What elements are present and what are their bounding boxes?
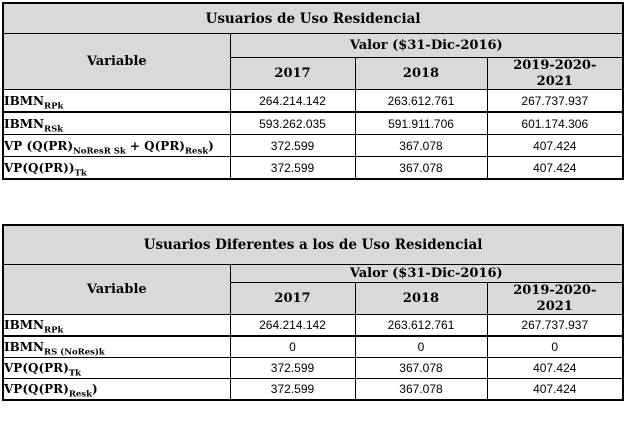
- residential-users-table: Usuarios de Uso Residencial Variable Val…: [2, 2, 624, 181]
- table-row: VP(Q(PR))Tk 372.599 367.078 407.424: [2, 156, 624, 180]
- value-cell: 263.612.761: [354, 314, 488, 338]
- variable-label: VP(Q(PR)Resk): [2, 378, 231, 401]
- value-cell: 372.599: [229, 156, 356, 180]
- value-cell: 264.214.142: [229, 314, 356, 338]
- variable-column-header: Variable: [2, 263, 231, 316]
- variable-column-header: Variable: [2, 32, 231, 91]
- value-cell: 367.078: [354, 156, 488, 180]
- table-title: Usuarios de Uso Residencial: [2, 2, 624, 34]
- valor-header: Valor ($31-Dic-2016): [229, 264, 624, 283]
- value-cell: 263.612.761: [354, 89, 488, 114]
- value-cell: 407.424: [486, 134, 624, 158]
- value-cell: 372.599: [229, 378, 356, 401]
- year-header-2017: 2017: [229, 56, 356, 91]
- value-cell: 407.424: [486, 156, 624, 180]
- value-cell: 367.078: [354, 378, 488, 401]
- table-row: VP(Q(PR)Tk 372.599 367.078 407.424: [2, 357, 624, 380]
- non-residential-users-table: Usuarios Diferentes a los de Uso Residen…: [2, 224, 624, 402]
- non-residential-table-body: IBMNRPk 264.214.142 263.612.761 267.737.937…: [2, 314, 624, 401]
- variable-label: IBMNRPk: [2, 314, 231, 338]
- table-row: VP (Q(PR)NoResR Sk + Q(PR)Resk) 372.599 36…: [2, 134, 624, 158]
- value-cell: 267.737.937: [486, 314, 624, 338]
- value-cell: 264.214.142: [229, 89, 356, 114]
- table-title: Usuarios Diferentes a los de Uso Residen…: [2, 224, 624, 265]
- value-cell: 601.174.306: [486, 111, 624, 136]
- value-cell: 407.424: [486, 378, 624, 401]
- variable-label: IBMNRS (NoRes)k: [2, 335, 231, 359]
- year-header-2018: 2018: [354, 56, 488, 91]
- variable-label: VP(Q(PR))Tk: [2, 156, 231, 180]
- table-row: IBMNRS (NoRes)k 0 0 0: [2, 335, 624, 359]
- variable-label: VP (Q(PR)NoResR Sk + Q(PR)Resk): [2, 134, 231, 158]
- valor-header: Valor ($31-Dic-2016): [229, 33, 624, 58]
- variable-label: IBMNRPk: [2, 89, 231, 114]
- table-row: IBMNRSk 593.262.035 591.911.706 601.174.306: [2, 111, 624, 136]
- value-cell: 591.911.706: [354, 111, 488, 136]
- value-cell: 372.599: [229, 134, 356, 158]
- variable-label: VP(Q(PR)Tk: [2, 357, 231, 380]
- value-cell: 267.737.937: [486, 89, 624, 114]
- value-cell: 407.424: [486, 357, 624, 380]
- year-header-2017: 2017: [229, 281, 356, 316]
- variable-label: IBMNRSk: [2, 111, 231, 136]
- value-cell: 0: [486, 335, 624, 359]
- value-cell: 0: [354, 335, 488, 359]
- residential-table-body: IBMNRPk 264.214.142 263.612.761 267.737.937…: [2, 89, 624, 180]
- value-cell: 367.078: [354, 134, 488, 158]
- value-cell: 372.599: [229, 357, 356, 380]
- value-cell: 0: [229, 335, 356, 359]
- value-cell: 593.262.035: [229, 111, 356, 136]
- table-row: IBMNRPk 264.214.142 263.612.761 267.737.937: [2, 89, 624, 114]
- year-header-2019-2021: 2019-2020- 2021: [486, 281, 624, 316]
- value-cell: 367.078: [354, 357, 488, 380]
- table-row: IBMNRPk 264.214.142 263.612.761 267.737.937: [2, 314, 624, 338]
- table-row: VP(Q(PR)Resk) 372.599 367.078 407.424: [2, 378, 624, 401]
- year-header-2018: 2018: [354, 281, 488, 316]
- year-header-2019-2021: 2019-2020- 2021: [486, 56, 624, 91]
